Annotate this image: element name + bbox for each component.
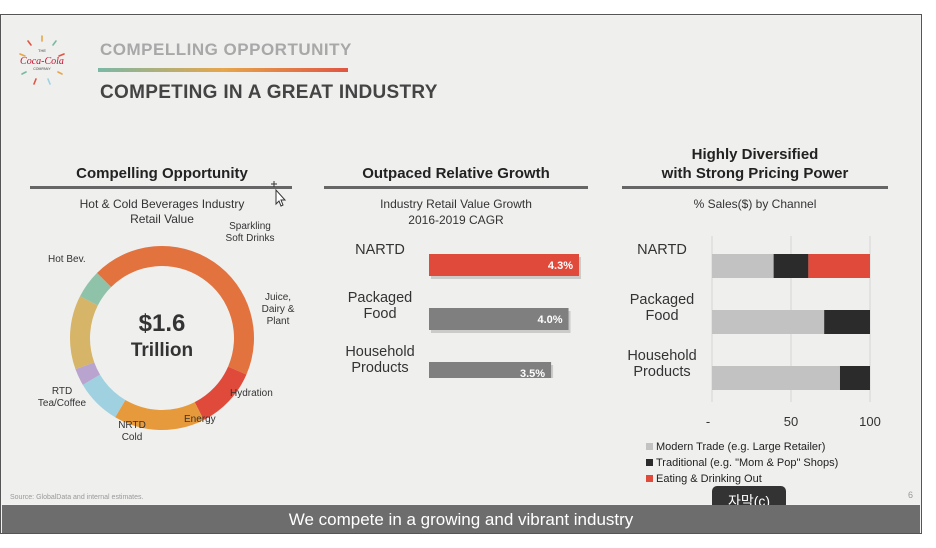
channel-bar-0-0 — [712, 254, 774, 278]
donut-label-energy: Energy — [184, 414, 216, 425]
donut-label-rtd-tea: RTD Tea/Coffee — [30, 386, 94, 410]
donut-label-rtd-tea-2: Tea/Coffee — [37, 398, 87, 409]
left-panel-title: Compelling Opportunity — [76, 165, 248, 182]
donut-label-sparkling-1: Sparkling — [229, 221, 271, 232]
right-panel-title-1: Highly Diversified — [691, 146, 819, 163]
coca-cola-logo: THE Coca-Cola COMPANY — [19, 35, 65, 85]
channel-stacked-bar-chart: - 50 100 — [706, 236, 881, 429]
donut-label-rtd-tea-1: RTD — [51, 386, 73, 397]
growth-bar-label-0: 4.3% — [548, 260, 573, 272]
donut-chart: $1.6 Trillion — [69, 245, 255, 430]
growth-bar-chart: 4.3% 4.0% 3.5% — [429, 254, 581, 378]
middle-panel-subtitle-1: Industry Retail Value Growth — [380, 197, 532, 211]
left-panel-subtitle-2: Retail Value — [130, 212, 194, 226]
channel-bar-2-1 — [839, 366, 870, 390]
donut-label-juice: Juice, Dairy & Plant — [254, 292, 302, 328]
growth-category-packaged-1: Packaged — [347, 290, 413, 306]
donut-label-nrtd-cold-1: NRTD — [118, 420, 146, 431]
legend-label-traditional: Traditional (e.g. "Mom & Pop" Shops) — [656, 457, 839, 469]
channel-bar-0-2 — [808, 254, 870, 278]
growth-bar-label-2: 3.5% — [520, 368, 545, 378]
donut-label-nrtd-cold-2: Cold — [121, 432, 143, 443]
channel-category-household-2: Products — [633, 364, 691, 380]
gradient-divider — [98, 68, 348, 72]
donut-label-nrtd-cold: NRTD Cold — [106, 420, 158, 444]
donut-label-hydration: Hydration — [230, 388, 273, 399]
legend-label-eating: Eating & Drinking Out — [656, 473, 762, 485]
donut-segment-3 — [82, 374, 126, 418]
legend-swatch-traditional — [646, 459, 653, 466]
legend-swatch-modern — [646, 443, 653, 450]
middle-panel-subtitle-2: 2016-2019 CAGR — [408, 213, 504, 227]
channel-bar-1-0 — [712, 310, 825, 334]
logo-wordmark: Coca-Cola — [20, 56, 64, 67]
growth-bar-0 — [429, 254, 579, 276]
donut-segment-6 — [80, 272, 112, 306]
channel-tick-2: 100 — [859, 414, 881, 429]
channel-category-nartd: NARTD — [614, 242, 710, 258]
donut-segment-4 — [75, 362, 101, 385]
middle-panel-title: Outpaced Relative Growth — [362, 165, 550, 182]
channel-tick-1: 50 — [784, 414, 798, 429]
video-caption: We compete in a growing and vibrant indu… — [2, 505, 920, 533]
growth-category-household-2: Products — [351, 360, 409, 376]
growth-bar-label-1: 4.0% — [537, 314, 562, 326]
donut-center-unit: Trillion — [131, 340, 193, 361]
eyebrow-title: COMPELLING OPPORTUNITY — [100, 40, 352, 59]
growth-bar-2 — [429, 362, 552, 378]
channel-tick-0: - — [706, 414, 710, 429]
right-panel-rule — [622, 186, 888, 189]
channel-category-packaged: Packaged Food — [614, 292, 710, 324]
donut-segment-0 — [96, 245, 255, 375]
channel-category-nartd-1: NARTD — [637, 242, 687, 258]
donut-segment-1 — [194, 366, 247, 420]
channel-bar-1-1 — [824, 310, 870, 334]
donut-label-juice-3: Plant — [266, 316, 290, 327]
left-panel-subtitle-1: Hot & Cold Beverages Industry — [79, 197, 245, 211]
left-panel-rule — [30, 186, 292, 189]
growth-category-packaged: Packaged Food — [332, 290, 428, 322]
legend-item-traditional: Traditional (e.g. "Mom & Pop" Shops) — [646, 455, 838, 471]
right-panel-title-2: with Strong Pricing Power — [661, 165, 849, 182]
donut-segment-2 — [115, 399, 204, 430]
page-title: COMPETING IN A GREAT INDUSTRY — [100, 82, 438, 103]
channel-legend: Modern Trade (e.g. Large Retailer) Tradi… — [646, 439, 838, 487]
legend-label-modern: Modern Trade (e.g. Large Retailer) — [656, 441, 826, 453]
video-frame: THE Coca-Cola COMPANY COMPELLING OPPORTU… — [0, 14, 922, 534]
growth-category-household-1: Household — [345, 344, 415, 360]
donut-segment-5 — [69, 296, 98, 370]
page-number: 6 — [908, 490, 914, 500]
right-panel-subtitle: % Sales($) by Channel — [693, 197, 817, 211]
growth-category-nartd-1: NARTD — [355, 242, 405, 258]
donut-label-juice-1: Juice, — [264, 292, 292, 303]
logo-small-top: THE — [38, 48, 46, 53]
donut-center-value: $1.6 — [139, 310, 186, 337]
growth-category-nartd: NARTD — [332, 242, 428, 258]
growth-category-packaged-2: Food — [363, 306, 397, 322]
legend-item-eating: Eating & Drinking Out — [646, 471, 838, 487]
donut-label-juice-2: Dairy & — [261, 304, 295, 315]
channel-bar-0-1 — [773, 254, 809, 278]
channel-category-household-1: Household — [627, 348, 697, 364]
donut-label-sparkling: Sparkling Soft Drinks — [214, 221, 286, 245]
logo-small-bottom: COMPANY — [33, 67, 51, 71]
middle-panel-rule — [324, 186, 588, 189]
donut-label-hot-bev: Hot Bev. — [48, 254, 86, 265]
slide: THE Coca-Cola COMPANY COMPELLING OPPORTU… — [2, 16, 920, 516]
channel-category-household: Household Products — [614, 348, 710, 380]
growth-bar-1 — [429, 308, 569, 330]
growth-category-household: Household Products — [332, 344, 428, 376]
channel-category-packaged-1: Packaged — [629, 292, 695, 308]
channel-bar-2-0 — [712, 366, 840, 390]
channel-category-packaged-2: Food — [645, 308, 679, 324]
legend-item-modern: Modern Trade (e.g. Large Retailer) — [646, 439, 838, 455]
source-note: Source: GlobalData and internal estimate… — [10, 494, 144, 501]
mouse-cursor-icon — [271, 181, 287, 207]
legend-swatch-eating — [646, 475, 653, 482]
donut-label-sparkling-2: Soft Drinks — [225, 233, 275, 244]
right-panel-title: Highly Diversified with Strong Pricing P… — [622, 145, 888, 183]
